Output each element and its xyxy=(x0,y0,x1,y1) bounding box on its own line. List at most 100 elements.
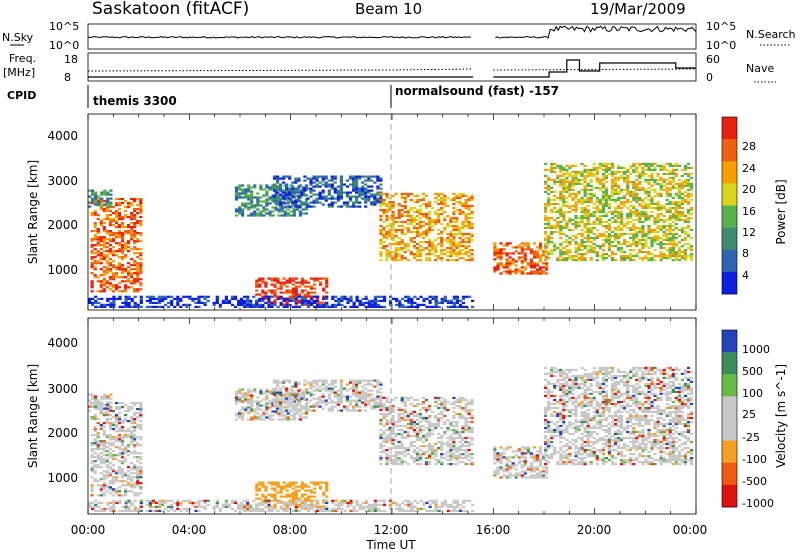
power-cell xyxy=(294,285,298,288)
power-cell xyxy=(327,205,331,208)
power-cell xyxy=(96,244,100,247)
power-cell xyxy=(93,210,97,213)
velocity-cell xyxy=(108,428,112,431)
power-cell xyxy=(607,224,611,228)
velocity-cell xyxy=(327,389,331,392)
power-cell xyxy=(124,280,128,283)
power-cell xyxy=(607,226,611,230)
power-cell xyxy=(303,203,307,206)
velocity-cell xyxy=(136,426,140,429)
velocity-cell xyxy=(385,436,389,440)
power-cell xyxy=(565,186,569,189)
power-cell xyxy=(370,179,374,182)
velocity-cell xyxy=(133,412,137,415)
power-cell xyxy=(424,232,429,236)
power-cell xyxy=(617,190,621,193)
power-cell xyxy=(330,179,334,182)
power-cell xyxy=(689,212,694,216)
power-cell xyxy=(656,216,660,220)
power-cell xyxy=(617,192,621,195)
power-cell xyxy=(376,191,380,194)
power-cell xyxy=(382,245,386,248)
power-cell xyxy=(598,218,602,222)
power-cell xyxy=(583,253,587,256)
velocity-cell xyxy=(127,406,131,409)
colorbar-swatch xyxy=(722,249,737,273)
power-cell xyxy=(93,244,97,247)
power-cell xyxy=(544,236,548,240)
power-cell xyxy=(574,224,578,228)
power-cell xyxy=(550,232,554,236)
power-cell xyxy=(379,230,383,234)
velocity-cell xyxy=(325,485,329,488)
velocity-cell xyxy=(96,458,100,461)
velocity-cell xyxy=(288,499,292,502)
power-cell xyxy=(461,249,465,252)
velocity-cell xyxy=(88,405,92,408)
power-cell xyxy=(613,206,618,210)
power-cell xyxy=(553,206,557,210)
velocity-cell xyxy=(120,494,125,497)
power-cell xyxy=(638,196,642,200)
power-cell xyxy=(315,177,319,180)
power-cell xyxy=(388,204,392,208)
velocity-cell xyxy=(300,483,304,486)
power-cell xyxy=(127,266,131,269)
power-cell xyxy=(467,220,471,224)
velocity-cell xyxy=(309,405,313,408)
power-cell xyxy=(355,299,359,302)
power-cell xyxy=(385,196,389,200)
power-cell xyxy=(632,234,636,238)
power-cell xyxy=(629,216,633,220)
velocity-cell xyxy=(342,407,347,410)
power-cell xyxy=(571,178,575,181)
power-cell xyxy=(580,228,584,232)
power-cell xyxy=(297,285,301,288)
power-cell xyxy=(458,228,462,232)
power-cell xyxy=(322,287,326,290)
power-cell xyxy=(352,203,356,206)
power-cell xyxy=(303,281,307,284)
power-cell xyxy=(133,290,137,293)
power-cell xyxy=(376,295,380,298)
velocity-cell xyxy=(136,480,140,483)
power-cell xyxy=(291,279,295,282)
velocity-cell xyxy=(139,416,143,419)
power-cell xyxy=(538,246,543,249)
power-cell xyxy=(556,259,560,262)
power-cell xyxy=(99,244,103,247)
power-cell xyxy=(379,259,383,262)
power-cell xyxy=(689,184,694,187)
power-cell xyxy=(635,182,639,185)
power-cell xyxy=(294,291,298,294)
power-cell xyxy=(93,224,97,227)
velocity-cell xyxy=(114,446,119,449)
power-cell xyxy=(421,212,426,216)
power-cell xyxy=(111,264,115,267)
power-cell xyxy=(188,295,192,298)
velocity-cell xyxy=(105,470,109,473)
velocity-cell xyxy=(315,381,319,384)
power-cell xyxy=(568,172,572,175)
power-cell xyxy=(580,200,584,204)
power-cell xyxy=(461,212,465,216)
power-cell xyxy=(668,232,672,236)
power-cell xyxy=(120,290,125,293)
power-cell xyxy=(535,246,540,249)
power-cell xyxy=(677,210,681,214)
power-cell xyxy=(96,200,100,203)
velocity-cell xyxy=(345,409,350,412)
power-cell xyxy=(279,201,283,204)
power-cell xyxy=(318,185,322,188)
power-cell xyxy=(391,251,395,254)
power-cell xyxy=(303,293,307,296)
power-cell xyxy=(601,178,605,181)
power-cell xyxy=(120,268,125,271)
power-cell xyxy=(139,202,143,205)
power-cell xyxy=(154,301,159,304)
power-cell xyxy=(322,301,326,304)
power-cell xyxy=(607,166,611,169)
velocity-cell xyxy=(292,412,296,415)
power-cell xyxy=(318,201,322,204)
power-cell xyxy=(382,212,386,216)
